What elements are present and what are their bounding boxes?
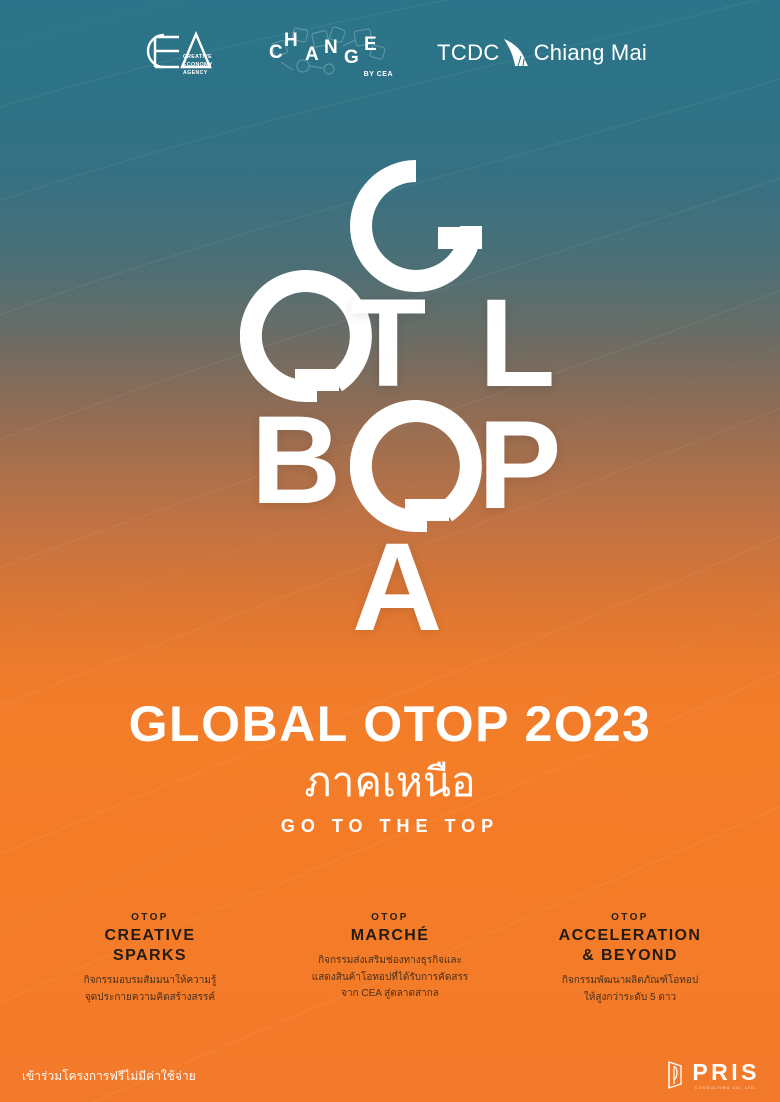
crossword-letter-o-1 [239, 270, 372, 406]
change-letter-a: A [305, 44, 319, 65]
column-desc-line: กิจกรรมพัฒนาผลิตภัณฑ์โอทอป [561, 975, 699, 986]
pris-name: PRIS [692, 1058, 760, 1085]
crossword-letter-o-2 [349, 400, 482, 536]
tcdc-feather-icon [503, 39, 528, 67]
letter-g-glyph [350, 160, 482, 292]
crossword-letter-p: P [478, 396, 562, 535]
change-letter-h: H [284, 30, 298, 51]
column-description: กิจกรรมอบรมสัมมนาให้ความรู้ จุดประกายควา… [36, 973, 264, 1006]
tcdc-acronym: TCDC [437, 40, 500, 65]
column-title-line1: ACCELERATION [558, 927, 702, 944]
column-eyebrow: OTOP [611, 912, 649, 923]
program-columns: OTOP CREATIVE SPARKS กิจกรรมอบรมสัมมนาให… [36, 912, 744, 1006]
change-letter-c: C [269, 42, 283, 63]
crossword-letter-g [350, 160, 482, 296]
footer: เข้าร่วมโครงการฟรีไม่มีค่าใช้จ่าย PRIS C… [0, 1044, 780, 1102]
thai-subtitle: ภาคเหนือ [304, 759, 476, 805]
tcdc-city: Chiang Mai [533, 40, 647, 65]
cea-word-agency: AGENCY [183, 70, 208, 77]
program-column-creative-sparks: OTOP CREATIVE SPARKS กิจกรรมอบรมสัมมนาให… [36, 912, 264, 1006]
column-desc-line: จุดประกายความคิดสร้างสรรค์ [84, 991, 216, 1003]
page-title: GLOBAL OTOP 2O23 [0, 695, 780, 753]
column-title: MARCHÉ [276, 926, 504, 946]
title-block: GLOBAL OTOP 2O23 ภาคเหนือ GO TO THE TOP [0, 695, 780, 837]
column-desc-line: กิจกรรมอบรมสัมมนาให้ความรู้ [83, 975, 217, 986]
program-column-marche: OTOP MARCHÉ กิจกรรมส่งเสริมช่องทางธุรกิจ… [276, 912, 504, 1003]
crossword-letter-t: T [350, 274, 427, 413]
cea-monogram-icon [146, 30, 212, 69]
title-year-suffix: 23 [592, 696, 652, 752]
column-title-line1: CREATIVE [104, 927, 196, 944]
cea-word-creative: CREATIVE [183, 54, 213, 60]
column-title-line2: & BEYOND [582, 947, 678, 964]
tcdc-logo: TCDC Chiang Mai [437, 36, 647, 70]
column-title-line1: MARCHÉ [350, 927, 430, 944]
column-title: CREATIVE SPARKS [36, 926, 264, 966]
column-description: กิจกรรมส่งเสริมช่องทางธุรกิจและ แสดงสินค… [276, 953, 504, 1003]
change-letter-e: E [364, 34, 377, 55]
column-desc-line: กิจกรรมส่งเสริมช่องทางธุรกิจและ [318, 955, 462, 966]
column-desc-line: ให้สูงกว่าระดับ 5 ดาว [583, 991, 677, 1003]
program-column-acceleration-beyond: OTOP ACCELERATION & BEYOND กิจกรรมพัฒนาผ… [516, 912, 744, 1006]
crossword-letter-b: B [251, 391, 342, 530]
pris-mark-icon [668, 1061, 682, 1089]
column-desc-line: แสดงสินค้าโอทอปที่ได้รับการคัดสรร [311, 971, 469, 983]
title-year-prefix: 2 [524, 696, 554, 752]
crossword-letter-a: A [352, 518, 443, 657]
change-letter-g: G [344, 47, 359, 68]
letter-o-glyph [349, 400, 482, 533]
pris-text: PRIS CONSULTING CO.,LTD. [692, 1058, 760, 1090]
title-global: GLOBAL [128, 696, 364, 752]
cea-logo: CREATIVE ECONOMY AGENCY [133, 27, 225, 79]
column-title: ACCELERATION & BEYOND [516, 926, 744, 966]
title-year-zero: O [553, 696, 593, 752]
column-desc-line: จาก CEA สู่ตลาดสากล [341, 988, 439, 999]
change-letters: C H A N G E [267, 28, 395, 68]
change-doodle-icon [271, 26, 386, 75]
column-eyebrow: OTOP [131, 912, 169, 923]
column-description: กิจกรรมพัฒนาผลิตภัณฑ์โอทอป ให้สูงกว่าระด… [516, 973, 744, 1006]
logo-bar: CREATIVE ECONOMY AGENCY [0, 26, 780, 80]
crossword-graphic: T L B P A [0, 155, 780, 650]
column-eyebrow: OTOP [371, 912, 409, 923]
crossword-letter-l: L [479, 274, 556, 413]
column-title-line2: SPARKS [113, 947, 187, 964]
change-logo: C H A N G E BY CEA [267, 26, 395, 80]
change-letter-n: N [324, 37, 338, 58]
tagline: GO TO THE TOP [280, 816, 500, 837]
change-byline: BY CEA [363, 71, 393, 78]
footer-note: เข้าร่วมโครงการฟรีไม่มีค่าใช้จ่าย [22, 1069, 196, 1083]
pris-logo: PRIS CONSULTING CO.,LTD. [665, 1060, 760, 1090]
letter-o-glyph [239, 270, 372, 403]
cea-word-economy: ECONOMY [183, 62, 213, 69]
cea-wordmark: CREATIVE ECONOMY AGENCY [183, 53, 213, 77]
title-otop: OTOP [363, 696, 525, 752]
pris-subtitle: CONSULTING CO.,LTD. [695, 1085, 758, 1090]
